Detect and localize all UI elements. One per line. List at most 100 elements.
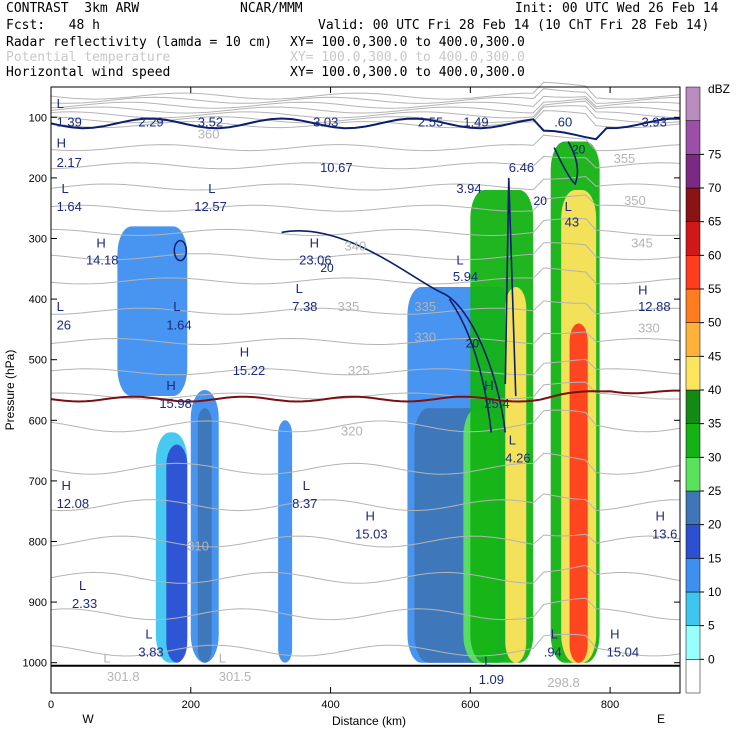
- forecast-hour: Fcst: 48 h: [6, 18, 100, 33]
- contour-label: L: [173, 299, 180, 314]
- theta-contour: [50, 175, 681, 191]
- y-tick-label: 900: [29, 597, 47, 609]
- x-axis-label: Distance (km): [332, 714, 406, 728]
- x-tick-label: 400: [321, 699, 339, 711]
- contour-label: 25.4: [484, 396, 509, 411]
- colorbar-swatch: [685, 389, 701, 424]
- wind-contour-label: 20: [466, 337, 480, 351]
- contour-label: 360: [198, 127, 220, 142]
- colorbar-swatch: [685, 659, 701, 694]
- theta-contour: [50, 267, 681, 285]
- wind-speed-contour: [448, 298, 493, 433]
- wind-speed-contour: [173, 239, 188, 262]
- contour-label: 2.17: [57, 155, 82, 170]
- contour-label: H: [61, 478, 70, 493]
- colorbar-swatch: [685, 457, 701, 492]
- contour-label: L: [103, 651, 110, 666]
- contour-label: H: [96, 236, 105, 251]
- y-axis-label: Pressure (hPa): [3, 350, 17, 431]
- colorbar-unit: dBZ: [708, 82, 730, 96]
- valid-time: Valid: 00 UTC Fri 28 Feb 14 (10 ChT Fri …: [318, 18, 710, 33]
- contour-label: H: [57, 136, 66, 151]
- y-tick-label: 100: [29, 112, 47, 124]
- contour-label: 3.03: [313, 114, 338, 129]
- y-tick-label: 500: [29, 355, 47, 367]
- contour-label: 2.55: [418, 114, 443, 129]
- contour-label: 330: [638, 320, 660, 335]
- contour-label: 14.18: [86, 253, 119, 268]
- contour-label: L: [57, 96, 64, 111]
- field1-name: Radar reflectivity (lamda = 10 cm): [6, 35, 273, 50]
- contour-label: 310: [187, 539, 209, 554]
- colorbar-label: 30: [708, 450, 722, 464]
- contour-label: H: [484, 378, 493, 393]
- center-name: NCAR/MMM: [240, 1, 303, 16]
- wind-contour-label: 20: [320, 261, 334, 275]
- y-tick-label: 600: [29, 415, 47, 427]
- reflectivity-cell: [117, 226, 188, 397]
- contour-label: 4.26: [505, 451, 530, 466]
- field2-xy: XY= 100.0,300.0 to 400.0,300.0: [290, 50, 525, 65]
- contour-label: 350: [624, 193, 646, 208]
- theta-contour: [50, 493, 681, 512]
- contour-label: 3.83: [138, 645, 163, 660]
- contour-label: H: [610, 626, 619, 641]
- contour-label: 3.94: [456, 181, 481, 196]
- reflectivity-cell: [569, 323, 588, 663]
- contour-label: L: [61, 181, 68, 196]
- colorbar-label: 40: [708, 383, 722, 397]
- x-tick-label: 200: [182, 699, 200, 711]
- contour-label: 12.88: [638, 299, 671, 314]
- contour-label: 10.67: [320, 160, 353, 175]
- contour-label: 3.93: [642, 114, 667, 129]
- theta-contour: [50, 331, 681, 346]
- contour-label: 3.52: [198, 114, 223, 129]
- contour-label: 1.09: [479, 672, 504, 687]
- colorbar: 0 5 10 15 20 25 30 35 40 45 50 55 60 65 70 75: [685, 86, 722, 694]
- contour-label: 15.22: [233, 363, 266, 378]
- contour-label: 7.38: [292, 299, 317, 314]
- contour-label: 1.64: [57, 199, 82, 214]
- theta-contour: [51, 300, 681, 315]
- axes: 0 200 400 600 800 100 200 300 400 500 600 700 800 900…: [23, 86, 681, 711]
- zero-isotherm-contour: [50, 389, 680, 403]
- wind-speed-contour: [281, 230, 507, 433]
- contour-label: L: [145, 626, 152, 641]
- contour-label: L: [484, 654, 491, 669]
- contour-label: H: [240, 345, 249, 360]
- field2-name: Potential temperature: [6, 50, 171, 65]
- colorbar-label: 35: [708, 417, 722, 431]
- contour-label: 1.64: [166, 317, 191, 332]
- contour-label: 5.94: [453, 269, 478, 284]
- contour-label: H: [310, 236, 319, 251]
- wind-speed-contours: 20 20 20 20: [50, 117, 681, 667]
- contour-label: 15.98: [159, 396, 192, 411]
- contour-label: 335: [338, 299, 360, 314]
- theta-contour: [50, 81, 681, 100]
- colorbar-swatch: [685, 558, 701, 593]
- contour-label: 23.06: [299, 253, 332, 268]
- y-tick-label: 800: [29, 537, 47, 549]
- contour-label: .94: [544, 645, 562, 660]
- colorbar-label: 65: [708, 215, 722, 229]
- contour-label: 2.29: [138, 114, 163, 129]
- reflectivity-cell: [505, 286, 527, 663]
- colorbar-label: 70: [708, 181, 722, 195]
- contour-label: 355: [614, 151, 636, 166]
- contour-label: L: [509, 433, 516, 448]
- contour-label: 15.04: [607, 645, 640, 660]
- reflectivity-cell: [166, 444, 188, 663]
- wind-speed-contour: [504, 177, 517, 397]
- wind-speed-contour: [553, 141, 579, 186]
- x-tick-label: 800: [601, 699, 619, 711]
- reflectivity-cell: [197, 408, 212, 663]
- colorbar-swatch: [685, 86, 701, 121]
- colorbar-label: 15: [708, 551, 722, 565]
- x-end-label: E: [657, 712, 665, 726]
- plot-area: [51, 87, 680, 693]
- plot-frame: [50, 86, 681, 694]
- y-tick-label: 700: [29, 476, 47, 488]
- reflectivity-cell: [278, 420, 293, 663]
- contour-label: 1.39: [57, 114, 82, 129]
- contour-label: 13.6: [652, 526, 677, 541]
